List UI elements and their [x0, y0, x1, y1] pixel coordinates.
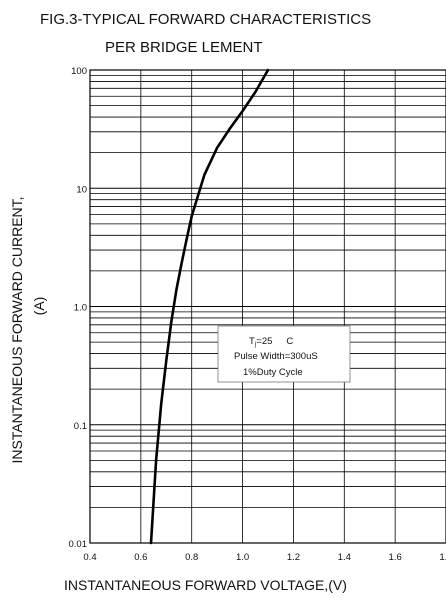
x-tick-label: 1.4: [338, 552, 351, 563]
x-tick-label: 0.8: [185, 552, 198, 563]
y-tick-label: 0.01: [69, 539, 88, 550]
x-tick-label: 0.4: [83, 552, 96, 563]
chart-subtitle: PER BRIDGE LEMENT: [105, 39, 263, 56]
y-tick-label: 1.0: [74, 303, 87, 314]
annotation-duty-cycle: 1%Duty Cycle: [243, 367, 303, 378]
x-tick-label: 1.2: [287, 552, 300, 563]
y-tick-label: 100: [71, 66, 87, 77]
annotation-temperature: Tj=25 C: [249, 336, 293, 348]
x-tick-label: 1.6: [389, 552, 402, 563]
tick-labels: 0.4 0.6 0.8 1.0 1.2 1.4 1.6 1.8 0.01 0.1 1.0 10 100: [69, 66, 446, 563]
annotation-background: [217, 325, 351, 383]
y-tick-label: 0.1: [74, 421, 87, 432]
chart-title: FIG.3-TYPICAL FORWARD CHARACTERISTICS: [40, 11, 371, 28]
x-tick-label: 1.8: [439, 552, 446, 563]
x-axis-label: INSTANTANEOUS FORWARD VOLTAGE,(V): [64, 577, 347, 593]
grid: [89, 70, 446, 544]
y-axis-label: INSTANTANEOUS FORWARD CURRENT,: [9, 196, 25, 463]
x-tick-label: 1.0: [236, 552, 249, 563]
y-tick-label: 10: [76, 184, 87, 195]
annotation-pulse-width: Pulse Width=300uS: [234, 351, 318, 362]
annotation-box: Tj=25 C Pulse Width=300uS 1%Duty Cycle: [217, 325, 351, 383]
series-line: [149, 68, 270, 545]
x-tick-label: 0.6: [134, 552, 147, 563]
y-axis-unit-label: (A): [31, 297, 47, 316]
